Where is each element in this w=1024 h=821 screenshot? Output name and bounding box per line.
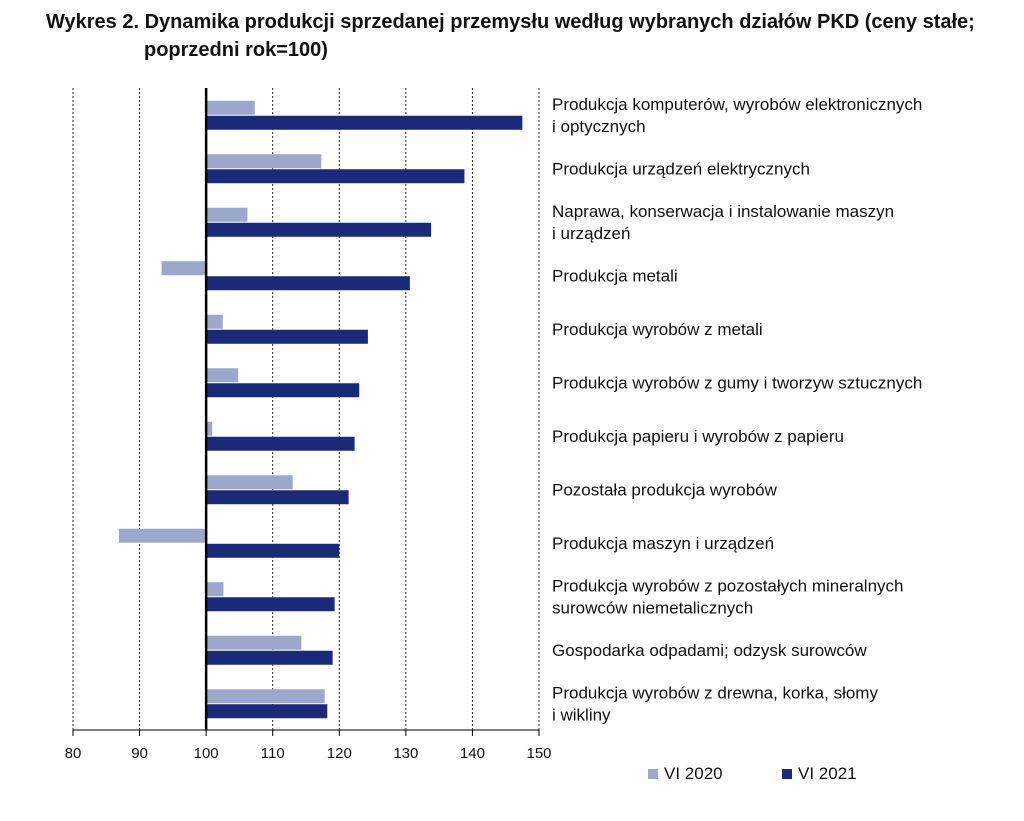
bar-vi-2021-11 bbox=[206, 704, 328, 719]
bar-vi-2021-9 bbox=[206, 597, 335, 612]
category-label-0-line-0: Produkcja komputerów, wyrobów elektronic… bbox=[552, 95, 922, 114]
category-label-11-line-0: Produkcja wyrobów z drewna, korka, słomy bbox=[552, 683, 878, 702]
bar-vi-2020-8 bbox=[118, 528, 207, 543]
bar-vi-2021-4 bbox=[206, 329, 368, 344]
chart-title-line-1: Wykres 2. Dynamika produkcji sprzedanej … bbox=[46, 11, 975, 33]
chart-title-line-2: poprzedni rok=100) bbox=[144, 39, 328, 61]
x-tick-label-130: 130 bbox=[393, 745, 418, 762]
category-label-6: Produkcja papieru i wyrobów z papieru bbox=[552, 427, 844, 446]
bar-vi-2020-0 bbox=[206, 100, 255, 115]
legend-swatch-vi-2020 bbox=[648, 769, 658, 779]
legend-label-vi-2020: VI 2020 bbox=[664, 764, 723, 783]
category-label-2-line-1: i urządzeń bbox=[552, 224, 630, 243]
bar-vi-2021-6 bbox=[206, 436, 355, 451]
category-label-11-line-1: i wikliny bbox=[552, 705, 611, 724]
bar-vi-2021-2 bbox=[206, 222, 432, 237]
category-label-10: Gospodarka odpadami; odzysk surowców bbox=[552, 641, 867, 660]
legend-label-vi-2021: VI 2021 bbox=[798, 764, 857, 783]
category-label-9-line-1: surowców niemetalicznych bbox=[552, 598, 753, 617]
bar-vi-2020-9 bbox=[206, 582, 224, 597]
category-label-8: Produkcja maszyn i urządzeń bbox=[552, 534, 774, 553]
x-tick-label-80: 80 bbox=[65, 745, 82, 762]
bar-vi-2021-1 bbox=[206, 169, 465, 184]
x-tick-label-150: 150 bbox=[526, 745, 551, 762]
x-tick-label-90: 90 bbox=[131, 745, 148, 762]
category-label-2-line-0: Naprawa, konserwacja i instalowanie masz… bbox=[552, 202, 894, 221]
bar-vi-2021-10 bbox=[206, 650, 333, 665]
bar-vi-2020-10 bbox=[206, 635, 302, 650]
category-label-5: Produkcja wyrobów z gumy i tworzyw sztuc… bbox=[552, 373, 922, 392]
bar-vi-2020-4 bbox=[206, 314, 223, 329]
bar-vi-2021-0 bbox=[206, 115, 523, 130]
category-label-1: Produkcja urządzeń elektrycznych bbox=[552, 159, 810, 178]
bar-vi-2020-5 bbox=[206, 368, 239, 383]
x-tick-label-120: 120 bbox=[327, 745, 352, 762]
bar-vi-2021-5 bbox=[206, 383, 360, 398]
category-label-9-line-0: Produkcja wyrobów z pozostałych mineraln… bbox=[552, 576, 904, 595]
x-tick-label-140: 140 bbox=[460, 745, 485, 762]
bar-vi-2021-3 bbox=[206, 276, 410, 291]
bar-vi-2020-1 bbox=[206, 154, 322, 169]
category-label-0-line-1: i optycznych bbox=[552, 117, 646, 136]
legend-swatch-vi-2021 bbox=[782, 769, 792, 779]
bar-vi-2021-8 bbox=[206, 543, 340, 558]
bar-vi-2020-6 bbox=[206, 421, 213, 436]
bar-vi-2020-3 bbox=[161, 261, 207, 276]
category-label-7: Pozostała produkcja wyrobów bbox=[552, 480, 778, 499]
category-label-3: Produkcja metali bbox=[552, 266, 678, 285]
bar-vi-2021-7 bbox=[206, 490, 349, 505]
bar-vi-2020-11 bbox=[206, 689, 325, 704]
x-tick-label-100: 100 bbox=[194, 745, 219, 762]
x-tick-label-110: 110 bbox=[261, 745, 285, 762]
category-label-4: Produkcja wyrobów z metali bbox=[552, 320, 763, 339]
bar-vi-2020-2 bbox=[206, 207, 248, 222]
bar-vi-2020-7 bbox=[206, 475, 293, 490]
